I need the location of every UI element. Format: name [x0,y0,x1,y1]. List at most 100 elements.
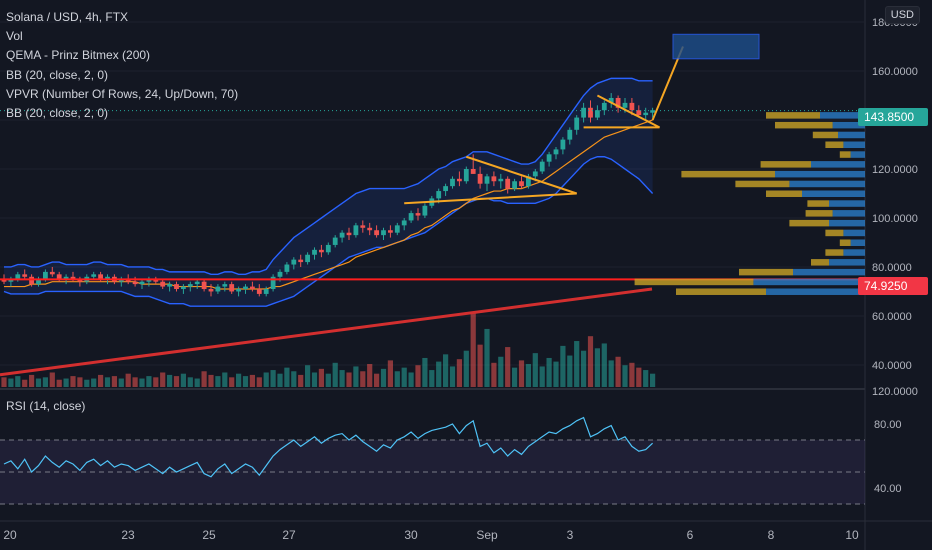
candle-body [622,102,628,108]
volume-bar [249,374,255,387]
vpvr-up-bar [802,190,865,197]
candle-body [457,178,462,182]
candle-body [208,289,214,292]
candle-body [650,110,655,113]
candle-body [615,97,621,108]
candle-body [574,117,580,130]
volume-bar [415,365,421,387]
volume-bar [532,353,538,387]
vpvr-up-bar [843,249,865,256]
candle-body [450,178,455,187]
candle-body [477,173,483,184]
candle-body [222,284,228,287]
volume-bar [298,374,304,387]
volume-bar [498,356,504,387]
vpvr-down-bar [807,200,829,207]
rsi-tick-label: 80.00 [874,419,902,431]
candle-body [381,230,386,236]
time-tick-label: 6 [687,528,694,542]
candle-body [36,279,41,285]
volume-bar [311,372,318,387]
candle-body [63,276,69,280]
volume-bar [194,378,200,387]
candle-body [553,149,559,155]
candle-body [305,254,310,263]
candle-body [167,284,172,287]
volume-bar [201,371,207,387]
candle-body [319,249,324,253]
legend-vol[interactable]: Vol [6,29,23,44]
candle-body [256,289,262,294]
candle-body [1,279,7,282]
volume-bar [512,367,518,387]
vpvr-down-bar [825,249,844,256]
candle-body [443,186,448,192]
legend-bb-1[interactable]: BB (20, close, 2, 0) [6,67,109,82]
vpvr-down-bar [676,288,766,295]
vpvr-up-bar [829,200,865,207]
volume-bar [49,372,55,387]
volume-bar [15,376,21,387]
volume-bar [77,377,83,387]
volume-bar [643,370,649,387]
vpvr-up-bar [832,210,865,217]
volume-bar [567,355,573,387]
volume-bar [8,378,14,387]
volume-bar [118,378,124,387]
legend-vpvr[interactable]: VPVR (Number Of Rows, 24, Up/Down, 70) [6,86,239,101]
volume-bar [160,372,166,387]
volume-bar [277,373,283,387]
candle-body [277,271,283,277]
volume-bar [484,328,490,387]
volume-bar [104,377,111,387]
last-price-tag: 143.8500 [858,108,928,126]
currency-button[interactable]: USD [884,6,920,24]
rsi-tick-label: 40.00 [874,483,902,495]
time-tick-label: 23 [121,528,135,542]
candle-body [146,279,152,282]
volume-bar [284,367,290,387]
volume-bar [98,374,104,387]
volume-bar [449,366,456,387]
volume-bar [132,377,138,387]
candle-body [49,271,55,275]
volume-trendline [0,287,653,377]
volume-bar [167,374,173,387]
volume-bar [636,367,642,387]
candle-body [174,284,179,290]
candle-body [270,276,276,290]
vpvr-up-bar [850,151,865,158]
volume-bar [387,360,393,387]
vpvr-up-bar [850,239,865,246]
candle-body [560,139,566,150]
symbol-title[interactable]: Solana / USD, 4h, FTX [6,10,129,24]
volume-bar [242,376,249,387]
candle-body [153,279,159,282]
candle-body [15,274,21,280]
volume-bar [401,367,407,387]
candle-body [125,279,131,282]
volume-bar [380,368,387,387]
candle-body [546,154,552,162]
triangle-pattern-1 [404,155,578,205]
indicator-legend: Solana / USD, 4h, FTX Vol QEMA - Prinz B… [6,8,238,123]
candle-body [367,227,373,231]
candle-body [105,276,110,280]
volume-bar [629,362,635,387]
candle-body [325,244,331,253]
volume-bar [173,376,180,387]
legend-bb-2[interactable]: BB (20, close, 2, 0) [6,106,109,121]
rsi-legend[interactable]: RSI (14, close) [6,399,86,413]
volume-bar [539,366,545,387]
candle-body [388,230,393,233]
vpvr-down-bar [766,112,820,119]
candle-body [8,279,14,282]
vpvr-down-bar [766,190,802,197]
vpvr-up-bar [843,141,865,149]
volume-bar [146,376,152,387]
legend-qema[interactable]: QEMA - Prinz Bitmex (200) [6,48,151,63]
level-price-tag: 74.9250 [858,277,928,295]
volume-bar [443,354,449,387]
candle-body [236,289,241,292]
